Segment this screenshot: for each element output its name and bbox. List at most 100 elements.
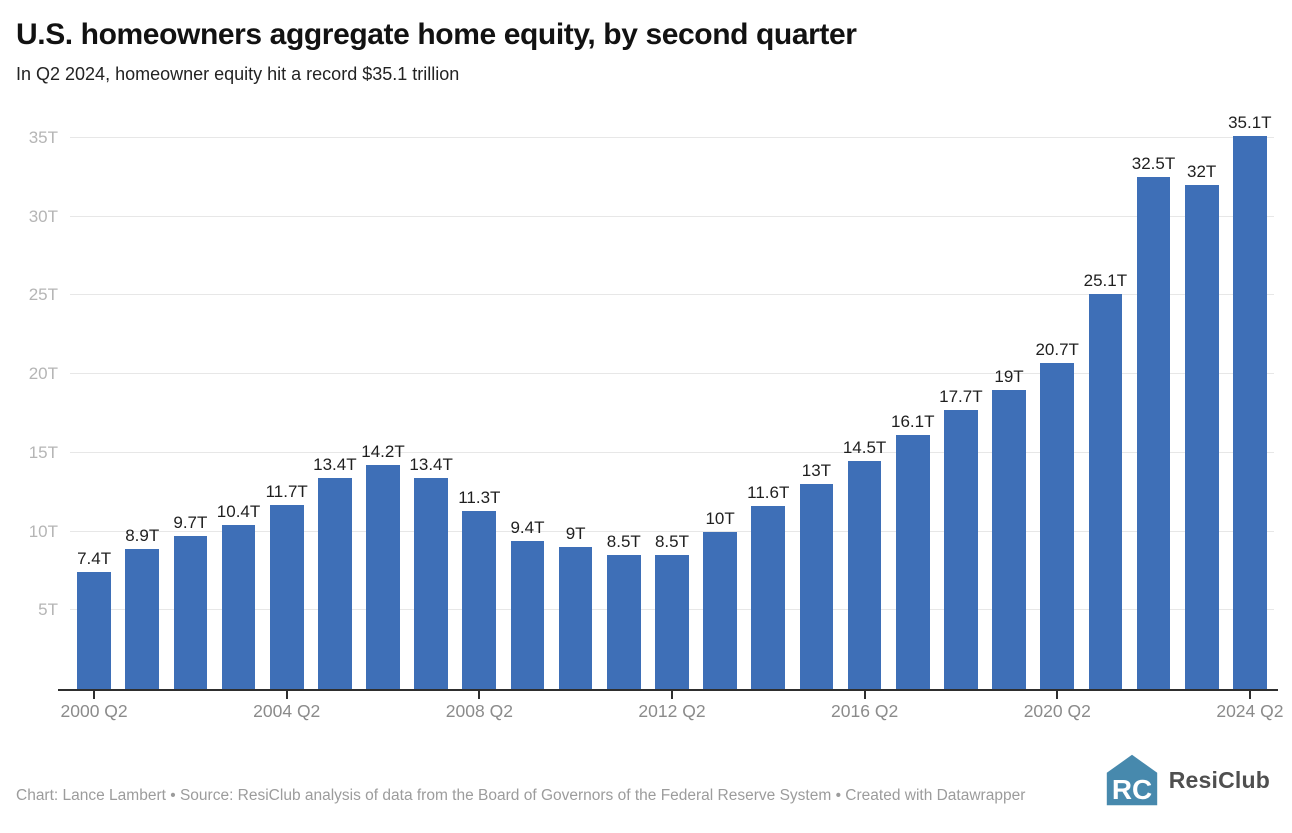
bar bbox=[269, 504, 304, 689]
bar-value-label: 8.9T bbox=[125, 525, 160, 545]
bar bbox=[944, 410, 978, 689]
x-axis-tick-label: 2016 Q2 bbox=[831, 701, 899, 721]
bar-value-label: 35.1T bbox=[1228, 113, 1272, 133]
bar-column-2023 Q2: 32T bbox=[1178, 162, 1226, 689]
bar bbox=[895, 435, 930, 689]
bar-column-2011 Q2: 8.5T bbox=[600, 532, 648, 689]
svg-text:RC: RC bbox=[1112, 774, 1152, 805]
x-axis-tick bbox=[1056, 691, 1059, 699]
y-axis-tick-label: 35T bbox=[28, 127, 58, 147]
bar-value-label: 7.4T bbox=[77, 549, 112, 569]
bar bbox=[125, 548, 160, 689]
gridline-25T bbox=[70, 294, 1274, 296]
gridline-10T bbox=[70, 530, 1274, 532]
x-axis-tick-labels: 2000 Q2 2004 Q2 2008 Q2 2012 Q2 2016 Q2 2020 … bbox=[61, 689, 1284, 725]
bar bbox=[414, 477, 449, 689]
x-axis-tick-label: 2004 Q2 bbox=[253, 701, 321, 721]
bar-column-2024 Q2: 35.1T bbox=[1226, 113, 1274, 689]
gridline-35T bbox=[70, 136, 1274, 138]
bar-value-label: 11.7T bbox=[265, 481, 308, 501]
x-axis-tick-label: 2000 Q2 bbox=[60, 701, 128, 721]
y-axis-tick-label: 15T bbox=[28, 442, 58, 462]
bar-value-label: 9.7T bbox=[173, 513, 208, 533]
bar-column-2001 Q2: 8.9T bbox=[118, 526, 166, 689]
bar bbox=[655, 555, 689, 689]
bar-column-2013 Q2: 10T bbox=[696, 508, 744, 689]
bar bbox=[606, 555, 641, 689]
bar bbox=[992, 389, 1026, 689]
bar bbox=[1088, 293, 1123, 689]
bar bbox=[510, 540, 545, 689]
chart-subtitle: In Q2 2024, homeowner equity hit a recor… bbox=[16, 64, 460, 84]
x-axis-tick bbox=[93, 691, 96, 699]
bar-column-2005 Q2: 13.4T bbox=[311, 455, 359, 689]
chart-page: U.S. homeowners aggregate home equity, b… bbox=[16, 18, 1284, 807]
bar-column-2022 Q2: 32.5T bbox=[1129, 154, 1177, 689]
bar-value-label: 20.7T bbox=[1035, 339, 1079, 359]
bar-column-2018 Q2: 17.7T bbox=[937, 387, 985, 689]
bar-column-2015 Q2: 13T bbox=[792, 461, 840, 689]
bar-value-label: 25.1T bbox=[1083, 270, 1128, 290]
bar-column-2008 Q2: 11.3T bbox=[455, 488, 503, 689]
bar-column-2003 Q2: 10.4T bbox=[214, 502, 262, 689]
bar-value-label: 8.5T bbox=[606, 532, 641, 552]
bar-column-2006 Q2: 14.2T bbox=[359, 442, 407, 689]
plot-area: 7.4T 8.9T 9.7T 10.4T 11.7T 13.4T 14.2T 13.4T 11.… bbox=[58, 109, 1278, 699]
bar-value-label: 10.4T bbox=[216, 502, 261, 522]
x-axis-tick-label: 2012 Q2 bbox=[638, 701, 706, 721]
bar-value-label: 8.5T bbox=[654, 532, 689, 552]
x-axis-tick bbox=[671, 691, 673, 699]
bar-column-2007 Q2: 13.4T bbox=[407, 455, 455, 689]
bar-column-2000 Q2: 7.4T bbox=[70, 549, 118, 689]
bar-column-2009 Q2: 9.4T bbox=[503, 518, 551, 689]
x-axis-tick-label: 2020 Q2 bbox=[1023, 701, 1091, 721]
bar-value-label: 16.1T bbox=[890, 412, 935, 432]
bar-value-label: 14.5T bbox=[842, 437, 887, 457]
bar bbox=[1136, 177, 1171, 689]
bar-column-2012 Q2: 8.5T bbox=[648, 532, 696, 689]
x-axis-tick-label: 2008 Q2 bbox=[445, 701, 513, 721]
gridline-15T bbox=[70, 451, 1274, 453]
bar bbox=[221, 525, 256, 689]
chart-footer: Chart: Lance Lambert • Source: ResiClub … bbox=[16, 753, 1274, 807]
bar bbox=[751, 506, 786, 689]
resiclub-logo-text: ResiClub bbox=[1168, 766, 1270, 793]
bar bbox=[558, 547, 593, 689]
bar-value-label: 13.4T bbox=[409, 454, 453, 474]
bars-row: 7.4T 8.9T 9.7T 10.4T 11.7T 13.4T 14.2T 13.4T 11.… bbox=[70, 109, 1274, 689]
bar-column-2021 Q2: 25.1T bbox=[1081, 271, 1129, 689]
bar-value-label: 13.4T bbox=[313, 454, 357, 474]
bar bbox=[799, 484, 834, 689]
bar bbox=[1232, 136, 1267, 689]
bar-column-2002 Q2: 9.7T bbox=[166, 513, 214, 689]
bar-column-2010 Q2: 9T bbox=[552, 524, 600, 689]
resiclub-house-icon: RC bbox=[1106, 754, 1157, 806]
bar bbox=[462, 511, 497, 689]
bar-column-2016 Q2: 14.5T bbox=[841, 438, 889, 689]
bar-value-label: 10T bbox=[705, 508, 735, 528]
bar-value-label: 13T bbox=[801, 461, 832, 481]
attribution-text: Chart: Lance Lambert • Source: ResiClub … bbox=[16, 787, 1026, 805]
y-axis-tick-label: 5T bbox=[38, 600, 58, 620]
bar bbox=[703, 531, 737, 689]
y-axis-tick-label: 25T bbox=[28, 285, 58, 305]
y-axis-tick-label: 20T bbox=[28, 364, 58, 383]
gridline-30T bbox=[70, 215, 1274, 217]
resiclub-logo: RC ResiClub bbox=[1105, 753, 1274, 807]
bar bbox=[1040, 362, 1075, 689]
y-axis-labels: 5T 10T 15T 20T 25T 30T 35T bbox=[16, 109, 70, 689]
bar bbox=[318, 477, 352, 689]
gridline-20T bbox=[70, 373, 1274, 374]
bar-value-label: 17.7T bbox=[939, 387, 983, 407]
bar-value-label: 32.5T bbox=[1131, 154, 1176, 174]
bar bbox=[77, 572, 111, 689]
x-axis-tick bbox=[478, 691, 481, 699]
bar-value-label: 19T bbox=[994, 366, 1024, 386]
bar-value-label: 32T bbox=[1187, 162, 1217, 181]
x-axis-tick bbox=[285, 691, 288, 699]
x-axis-tick bbox=[1248, 691, 1251, 699]
x-axis-tick bbox=[863, 691, 866, 699]
bar-value-label: 9.4T bbox=[510, 517, 545, 537]
bar-chart: 5T 10T 15T 20T 25T 30T 35T 7.4T 8.9T 9.7T 10.4T 11… bbox=[16, 109, 1278, 699]
y-axis-tick-label: 10T bbox=[28, 521, 58, 541]
